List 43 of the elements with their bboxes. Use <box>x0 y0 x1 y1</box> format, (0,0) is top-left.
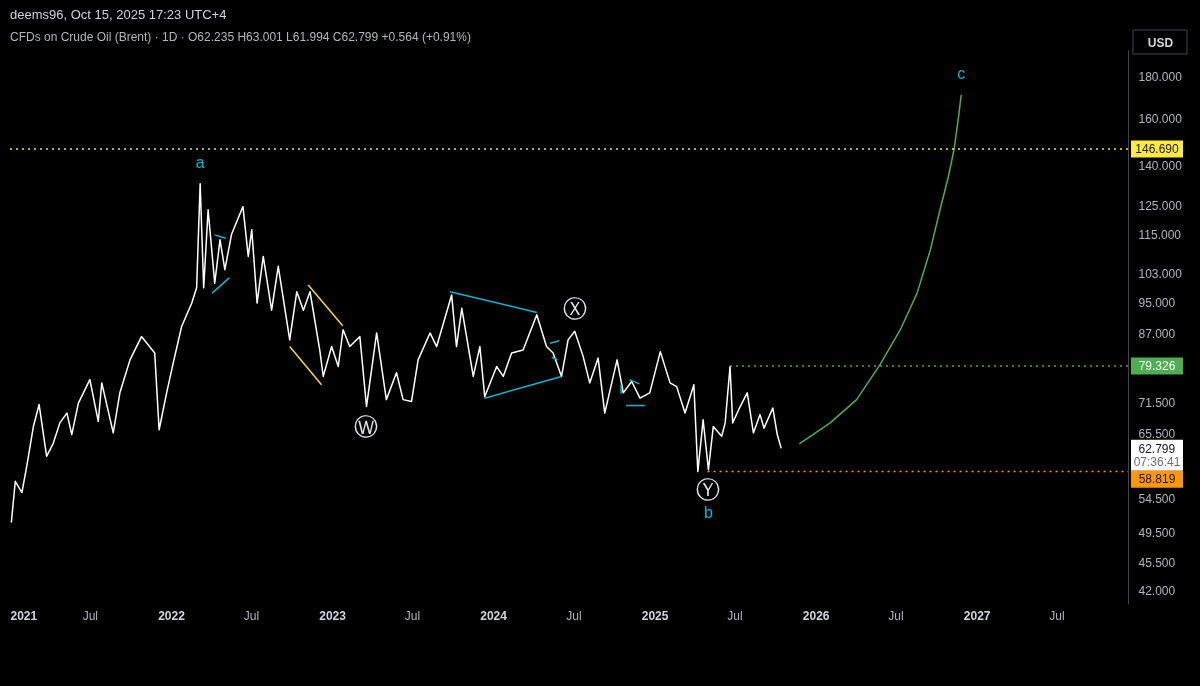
x-tick-label: Jul <box>727 608 743 623</box>
line-series <box>10 183 782 524</box>
x-tick-label: Jul <box>1049 608 1065 623</box>
x-tick-label: Jul <box>82 608 99 623</box>
x-tick-label: 2026 <box>802 608 830 623</box>
annotation: Ⓧ <box>562 295 587 324</box>
y-tick-label: 180.000 <box>1138 70 1183 85</box>
x-tick-label: 2025 <box>641 608 669 623</box>
y-tick-label: 125.000 <box>1138 198 1183 213</box>
annotation: Ⓦ <box>354 412 379 441</box>
x-tick-label: Jul <box>404 608 421 623</box>
chart-subtitle: CFDs on Crude Oil (Brent) · 1D · O62.235 H63.001 L61.994 C62.799 +0.564 (+0.91%) <box>10 30 471 45</box>
text: 07:36:41 <box>1133 455 1181 470</box>
x-tick-label: Jul <box>888 608 904 623</box>
x-tick-label: 2021 <box>10 608 38 623</box>
x-tick-label: Jul <box>243 608 260 623</box>
x-tick-label: 2023 <box>319 608 347 623</box>
x-tick-label: 2022 <box>158 608 186 623</box>
y-tick-label: 62.799 <box>1138 441 1176 456</box>
y-tick-label: 95.000 <box>1138 295 1176 310</box>
y-tick-label: 71.500 <box>1138 396 1176 411</box>
y-tick-label: 49.500 <box>1138 525 1176 540</box>
x-tick-label: 2027 <box>963 608 991 623</box>
y-tick-label: 140.000 <box>1138 158 1183 173</box>
y-tick-label: 42.000 <box>1138 583 1176 598</box>
y-axis-title: USD <box>1147 35 1174 50</box>
chart-title: deems96, Oct 15, 2025 17:23 UTC+4 <box>10 7 227 23</box>
y-tick-label: 115.000 <box>1138 228 1182 243</box>
data-label: 58.819 <box>1138 472 1176 487</box>
y-tick-label: 160.000 <box>1138 111 1183 126</box>
x-tick-label: Jul <box>566 608 582 623</box>
y-tick-label: 65.500 <box>1138 426 1176 441</box>
y-tick-label: 87.000 <box>1138 326 1176 341</box>
y-tick-label: 45.500 <box>1138 555 1176 570</box>
y-tick-label: 103.000 <box>1138 267 1183 282</box>
annotation: Ⓨ <box>696 475 721 504</box>
annotation: c <box>957 64 966 82</box>
annotation: b <box>703 503 713 521</box>
data-label: 79.326 <box>1138 358 1176 373</box>
ref-line-label: 146.690 <box>1135 142 1180 156</box>
x-tick-label: 2024 <box>480 608 508 623</box>
y-tick-label: 54.500 <box>1138 491 1176 506</box>
annotation: a <box>195 153 205 171</box>
